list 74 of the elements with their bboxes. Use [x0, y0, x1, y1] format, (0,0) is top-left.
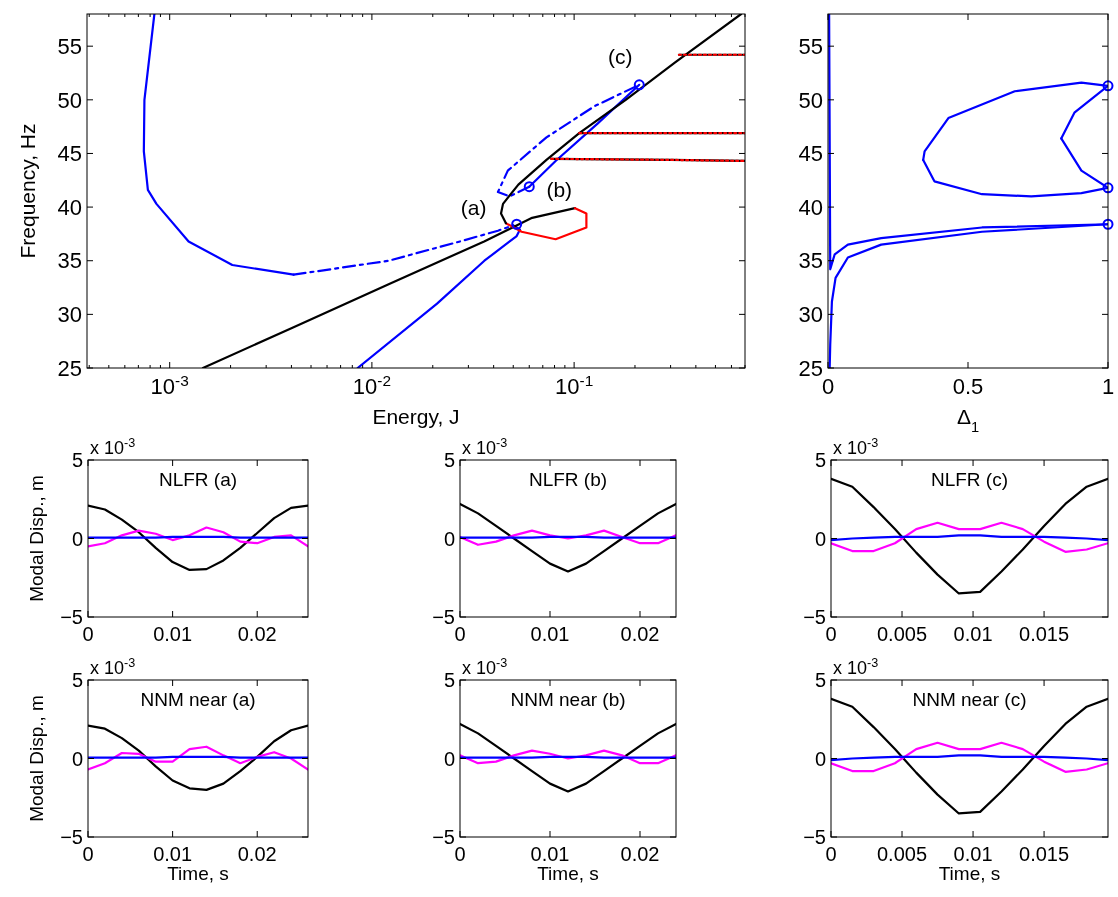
y-tick-label: 5: [814, 449, 826, 471]
text: NLFR (c): [930, 469, 1009, 490]
y-tick-label: 35: [798, 248, 823, 274]
x-tick-label: 1: [1101, 374, 1115, 399]
text: NNM near (c): [912, 689, 1027, 710]
y-tick-label: 5: [443, 669, 455, 691]
x-tick-label: 0.01: [530, 623, 570, 645]
x-axis-title: Time, s: [938, 863, 1001, 884]
x-tick-label: 0.005: [876, 843, 928, 865]
y-tick-label: −5: [803, 606, 826, 628]
x-tick-label: 0.01: [953, 843, 993, 865]
y-tick-label: −5: [60, 826, 83, 848]
x-tick-label: 0.02: [620, 623, 660, 645]
x-tick-label: 0.02: [237, 843, 277, 865]
y-tick-label: 30: [57, 302, 82, 328]
y-tick-label: 40: [798, 194, 823, 220]
y-tick-label: 50: [798, 87, 823, 113]
text: x 10$^{-3}$: [462, 436, 508, 458]
y-tick-label: 25: [57, 355, 82, 381]
y-tick-label: 35: [57, 248, 82, 274]
annotation: (a): [460, 196, 487, 220]
text: NLFR (a): [158, 469, 238, 490]
x-tick-label: 10$^{-3}$: [150, 371, 189, 399]
x-axis-title: Energy, J: [372, 405, 460, 428]
text: x 10$^{-3}$: [90, 436, 136, 458]
y-tick-label: 30: [798, 302, 823, 328]
x-tick-label: 0.015: [1019, 623, 1070, 645]
y-tick-label: 55: [57, 33, 82, 59]
text: NNM near (a): [140, 689, 256, 710]
x-tick-label: 10$^{-1}$: [555, 371, 594, 399]
y-tick-label: −5: [60, 606, 83, 628]
annotation: (c): [608, 44, 633, 68]
x-tick-label: 0.01: [953, 623, 993, 645]
y-tick-label: 55: [798, 33, 823, 59]
x-tick-label: 0.02: [620, 843, 660, 865]
x-tick-label: 0.01: [153, 843, 193, 865]
y-tick-label: 45: [798, 141, 823, 167]
y-axis-title: Modal Disp., m: [26, 475, 47, 602]
annotation: (b): [546, 177, 573, 201]
text: x 10$^{-3}$: [833, 656, 879, 678]
x-axis-title: Δ$_{1}$: [956, 405, 980, 435]
y-tick-label: 0: [71, 747, 83, 770]
x-tick-label: 0.015: [1019, 843, 1070, 865]
x-axis-title: Time, s: [537, 863, 599, 884]
y-tick-label: 50: [57, 87, 82, 113]
x-tick-label: 0.01: [530, 843, 570, 865]
y-tick-label: 0: [71, 527, 83, 550]
x-tick-label: 0.01: [153, 623, 193, 645]
x-axis-title: Time, s: [167, 863, 229, 884]
y-tick-label: 25: [798, 355, 823, 381]
y-tick-label: 5: [71, 449, 83, 471]
y-tick-label: 0: [443, 527, 455, 550]
text: NLFR (b): [528, 469, 608, 490]
y-tick-label: −5: [432, 606, 455, 628]
text: NNM near (b): [510, 689, 626, 710]
x-tick-label: 0.005: [876, 623, 928, 645]
y-tick-label: 0: [814, 527, 826, 550]
y-tick-label: 5: [443, 449, 455, 471]
x-tick-label: 10$^{-2}$: [352, 371, 391, 399]
y-axis-title: Frequency, Hz: [16, 123, 39, 259]
text: x 10$^{-3}$: [462, 656, 508, 678]
y-axis-title: Modal Disp., m: [26, 695, 47, 822]
y-tick-label: 0: [443, 747, 455, 770]
y-tick-label: 5: [71, 669, 83, 691]
y-tick-label: −5: [803, 826, 826, 848]
y-tick-label: 0: [814, 747, 826, 770]
x-tick-label: 0.02: [237, 623, 277, 645]
text: x 10$^{-3}$: [90, 656, 136, 678]
y-tick-label: 40: [57, 194, 82, 220]
text: x 10$^{-3}$: [833, 436, 879, 458]
y-tick-label: 45: [57, 141, 82, 167]
x-tick-label: 0.5: [952, 374, 984, 399]
y-tick-label: −5: [432, 826, 455, 848]
y-tick-label: 5: [814, 669, 826, 691]
